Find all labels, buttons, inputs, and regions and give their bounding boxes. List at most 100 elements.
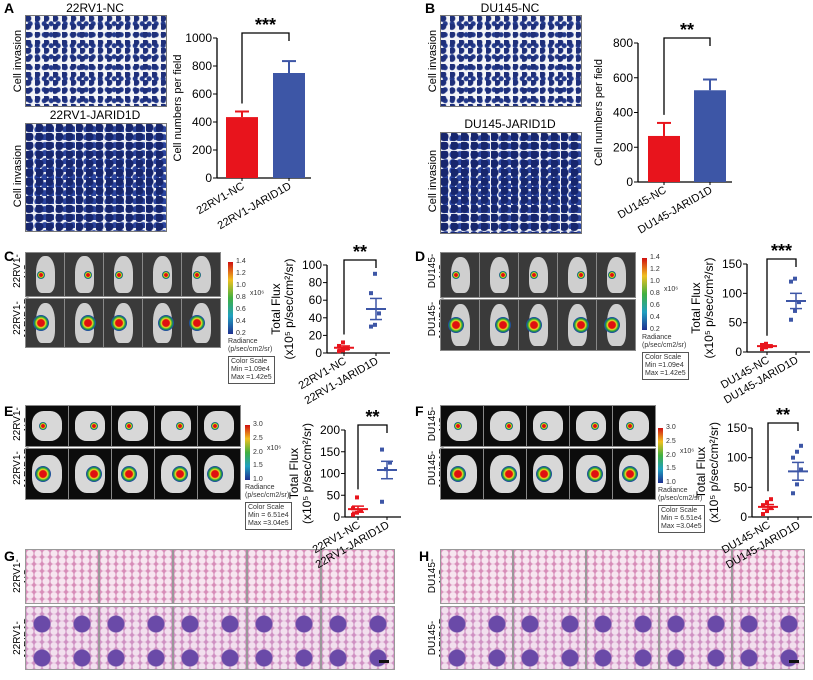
- bar-du145-nc: [648, 135, 680, 182]
- data-point: [795, 449, 799, 454]
- y-axis-label: (x10⁵ p/sec/cm²/sr): [300, 423, 314, 524]
- invasion-micrograph-du145-jarid1d: [440, 132, 582, 234]
- micrograph-title-nc: 22RV1-NC: [66, 1, 124, 15]
- signal-spot: [495, 317, 511, 333]
- color-scale-box: Color Scale Min =1.09e4 Max =1.42e5: [642, 352, 689, 380]
- bar-22rv1-nc: [226, 117, 258, 178]
- signal-spot: [193, 270, 201, 279]
- mouse-bioluminescence-image: [142, 298, 182, 348]
- signal-spot: [162, 270, 170, 279]
- color-scale-tick: 0.2: [650, 326, 660, 333]
- micrograph-title-nc: DU145-NC: [480, 1, 540, 15]
- significance-bracket: [241, 32, 290, 104]
- y-tick-label: 100: [722, 286, 742, 300]
- y-tick-label: 600: [192, 87, 212, 101]
- signal-spot: [499, 271, 507, 279]
- mouse-bioluminescence-image: [64, 298, 104, 348]
- color-scale-tick: 1.5: [666, 465, 676, 473]
- signal-spot: [84, 270, 92, 279]
- mouse-bioluminescence-image: [181, 298, 221, 348]
- data-point: [795, 482, 799, 487]
- data-point: [351, 512, 355, 517]
- y-tick-label: 20: [309, 328, 323, 342]
- y-tick-label: 60: [309, 293, 323, 307]
- signal-spot: [39, 422, 47, 430]
- signal-spot: [189, 315, 205, 331]
- signal-spot: [33, 315, 49, 331]
- mouse-bioluminescence-image: [518, 299, 558, 351]
- data-point: [769, 506, 773, 511]
- invasion-micrograph-22rv1-nc: [25, 15, 167, 107]
- data-point: [388, 460, 392, 465]
- he-stained-lung-section: [732, 549, 805, 604]
- lung-bioluminescence-image: [25, 448, 69, 500]
- data-point: [797, 300, 801, 305]
- color-scale-exponent: x10⁶: [664, 286, 679, 293]
- y-tick-label: 800: [192, 59, 212, 73]
- significance-bracket: [767, 422, 799, 492]
- lung-bioluminescence-image: [197, 448, 241, 500]
- color-scale-tick: 2.0: [666, 451, 676, 459]
- data-point: [373, 271, 377, 276]
- lung-bioluminescence-image: [440, 448, 484, 500]
- y-axis-label: (x10⁵ p/sec/cm²/sr): [282, 259, 296, 360]
- data-point: [799, 443, 803, 448]
- lung-bioluminescence-image: [197, 405, 241, 447]
- signal-spot: [80, 315, 96, 331]
- mouse-bioluminescence-image: [557, 252, 597, 298]
- lung-bioluminescence-image: [569, 448, 613, 500]
- signal-spot: [501, 466, 517, 482]
- color-scale-exponent: x10⁶: [680, 447, 695, 455]
- color-scale-tick: 1.0: [253, 476, 263, 483]
- signal-spot: [591, 422, 599, 430]
- he-stained-lung-section: [173, 606, 247, 670]
- scale-bar: [379, 660, 389, 663]
- mouse-bioluminescence-image: [440, 299, 480, 351]
- color-scale-tick: 0.8: [650, 290, 660, 297]
- color-scale-tick: 1.0: [666, 479, 676, 486]
- color-scale-tick: 1.2: [236, 270, 246, 277]
- color-scale-bar: [228, 262, 233, 334]
- significance-bracket: [663, 37, 711, 115]
- y-axis-label: Cell numbers per field: [172, 55, 184, 162]
- data-point: [769, 497, 773, 502]
- color-scale-tick: 0.4: [236, 318, 246, 325]
- signal-spot: [454, 422, 462, 430]
- y-tick-label: 400: [613, 106, 633, 120]
- signal-spot: [577, 271, 585, 279]
- mouse-bioluminescence-image: [557, 299, 597, 351]
- he-stained-lung-section: [99, 606, 173, 670]
- lung-bioluminescence-image: [612, 405, 656, 447]
- panel-label-f: F: [415, 403, 424, 419]
- y-tick-label: 50: [729, 316, 743, 330]
- radiance-label: Radiance (p/sec/cm2/sr): [642, 334, 687, 349]
- signal-spot: [626, 422, 634, 430]
- signal-spot: [540, 422, 548, 430]
- data-point: [791, 455, 795, 460]
- color-scale-box: Color Scale Min =1.09e4 Max =1.42e5: [228, 356, 275, 384]
- color-scale-exponent: x10⁶: [250, 290, 265, 297]
- significance-stars: **: [353, 242, 367, 262]
- he-stained-lung-section: [586, 606, 659, 670]
- significance-bracket: [357, 424, 388, 490]
- y-tick-label: 1000: [185, 31, 212, 45]
- mouse-bioluminescence-image: [596, 299, 636, 351]
- signal-spot: [37, 270, 45, 279]
- y-tick-label: 100: [320, 467, 340, 481]
- color-scale-tick: 0.6: [236, 306, 246, 313]
- lung-bioluminescence-image: [68, 405, 112, 447]
- signal-spot: [587, 466, 603, 482]
- color-scale-tick: 0.6: [650, 302, 660, 309]
- y-tick-label: 50: [734, 480, 748, 494]
- signal-spot: [211, 422, 219, 430]
- lung-bioluminescence-image: [154, 405, 198, 447]
- panel-label-g: G: [4, 548, 15, 564]
- color-scale-tick: 2.5: [666, 437, 676, 445]
- he-stained-lung-section: [25, 549, 99, 604]
- color-scale-tick: 2.5: [253, 434, 263, 442]
- data-point: [765, 509, 769, 514]
- significance-bracket: [766, 258, 797, 336]
- mouse-bioluminescence-image: [25, 252, 65, 297]
- data-point: [369, 324, 373, 329]
- lung-bioluminescence-image: [68, 448, 112, 500]
